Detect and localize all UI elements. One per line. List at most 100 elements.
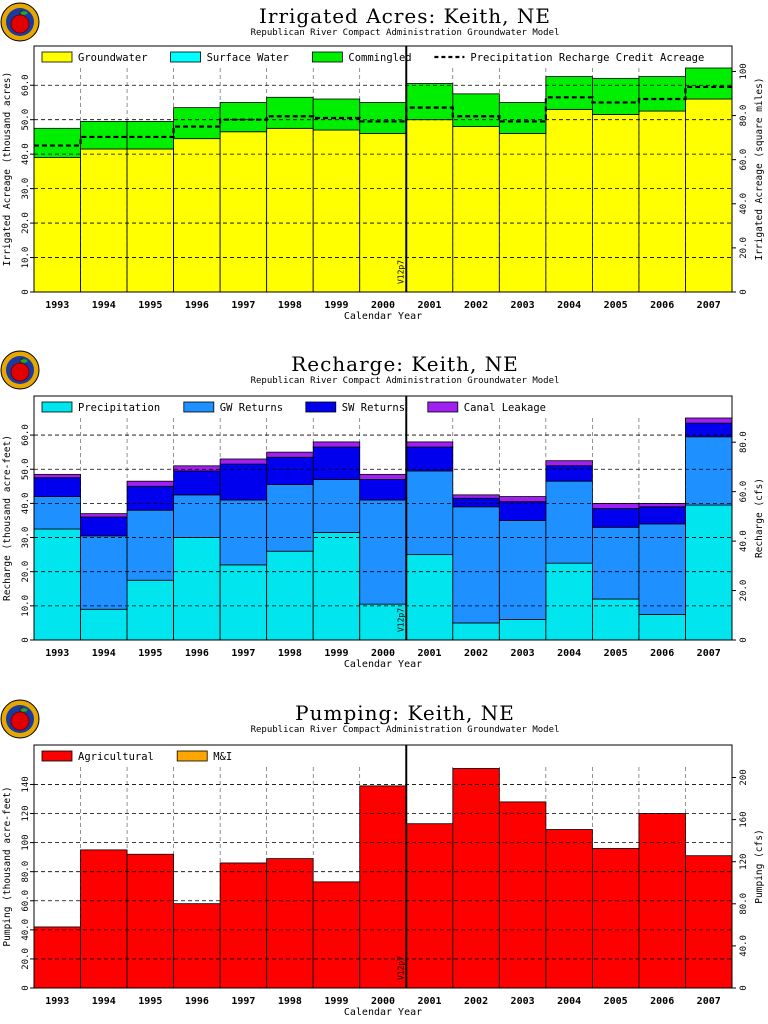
bar-gw-returns-1995 [126,509,174,581]
bar-commingled-2002 [452,93,500,127]
x-tick-label: 1993 [45,996,69,1007]
y2-tick-label: 0 [739,289,749,294]
bar-commingled-1997 [219,102,268,133]
x-tick-label: 2006 [650,300,674,311]
x-tick-label: 2002 [464,996,488,1007]
bar-canal-leakage-1996 [173,465,221,472]
y-tick-label: 80.0 [21,861,31,883]
bar-groundwater-1999 [312,129,361,293]
x-tick-label: 1995 [138,996,162,1007]
y2-tick-label: 160 [739,811,749,827]
apple-leaf-icon [20,11,28,15]
x-tick-label: 1997 [231,996,255,1007]
x-tick-label: 2001 [417,996,441,1007]
x-tick-label: 1994 [92,996,116,1007]
x-tick-label: 1994 [92,300,116,311]
bar-gw-returns-2001 [405,470,454,556]
bar-commingled-1993 [33,127,81,159]
bar-sw-returns-1994 [80,516,128,537]
bar-commingled-2007 [685,67,733,100]
bar-canal-leakage-2004 [545,460,593,467]
x-tick-label: 2000 [371,300,395,311]
bar-precipitation-2002 [452,622,500,641]
x-tick-label: 1996 [185,648,209,659]
y-tick-label: 50.0 [21,458,31,480]
bar-groundwater-2007 [685,98,733,293]
bar-precipitation-1997 [219,564,268,641]
bar-groundwater-2006 [638,110,686,293]
bar-agricultural-2005 [592,848,640,989]
bar-gw-returns-1999 [312,479,361,533]
bar-gw-returns-2007 [685,436,733,506]
x-tick-label: 2003 [511,648,535,659]
y-tick-label: 20.0 [21,212,31,234]
legend: Groundwater Surface Water Commingled Precip… [41,51,704,64]
bar-groundwater-1998 [266,127,314,293]
x-tick-label: 2004 [557,300,581,311]
legend-label: SW Returns [342,402,405,414]
bar-sw-returns-2003 [498,501,547,521]
bar-agricultural-1995 [126,853,174,989]
bar-precipitation-2005 [592,598,640,641]
y-tick-label: 20.0 [21,948,31,970]
y-tick-label: 0 [21,637,31,642]
chart-subtitle: Republican River Compact Administration … [251,376,560,386]
bar-canal-leakage-1995 [126,480,174,487]
x-tick-label: 1999 [324,996,348,1007]
bar-agricultural-2007 [685,855,733,989]
bar-gw-returns-2005 [592,526,640,600]
bar-canal-leakage-2000 [359,473,407,480]
x-tick-label: 2006 [650,648,674,659]
x-tick-label: 2003 [511,300,535,311]
bar-precipitation-1998 [266,550,314,641]
legend: Agricultural M&I [41,750,232,763]
legend-swatch [305,401,337,413]
bar-sw-returns-1993 [33,477,81,497]
bar-commingled-1999 [312,98,361,131]
y-tick-label: 120 [21,805,31,821]
bar-canal-leakage-1998 [266,451,314,458]
apple-icon [10,711,30,731]
bar-sw-returns-2000 [359,479,407,501]
bar-groundwater-2003 [498,133,547,293]
x-tick-label: 2001 [417,300,441,311]
bar-groundwater-2001 [405,119,454,293]
bar-canal-leakage-1993 [33,473,81,479]
bar-agricultural-2004 [545,829,593,989]
y-tick-label: 100 [21,834,31,850]
bar-precipitation-1993 [33,528,81,641]
bar-canal-leakage-1999 [312,441,361,448]
bar-groundwater-1993 [33,157,81,293]
x-tick-label: 1995 [138,300,162,311]
legend-swatch [427,401,459,413]
chart-title: Recharge: Keith, NE [291,352,519,376]
bar-precipitation-2004 [545,562,593,641]
y2-axis-title: Recharge (cfs) [754,478,765,558]
apple-leaf-icon [20,359,28,363]
y-tick-label: 0 [21,289,31,294]
bar-commingled-1996 [173,107,221,140]
legend-swatch [311,51,343,63]
x-tick-label: 1994 [92,648,116,659]
bar-gw-returns-1998 [266,484,314,552]
legend-label: Commingled [348,52,411,64]
x-tick-label: 2004 [557,648,581,659]
bar-sw-returns-1999 [312,446,361,480]
bar-commingled-1998 [266,96,314,129]
x-axis-title: Calendar Year [344,659,422,670]
x-tick-label: 1999 [324,300,348,311]
bar-commingled-2001 [405,83,454,121]
plot-frame [33,395,733,641]
legend-swatch [41,750,73,762]
x-tick-label: 2001 [417,648,441,659]
x-tick-label: 2005 [604,996,628,1007]
version-marker-label: V12p7 [396,608,405,632]
y-tick-label: 0 [21,985,31,990]
bar-sw-returns-1995 [126,485,174,511]
bar-precipitation-2006 [638,613,686,641]
x-axis-title: Calendar Year [344,1007,422,1018]
y2-tick-label: 80.0 [739,893,749,915]
bar-gw-returns-1996 [173,494,221,538]
